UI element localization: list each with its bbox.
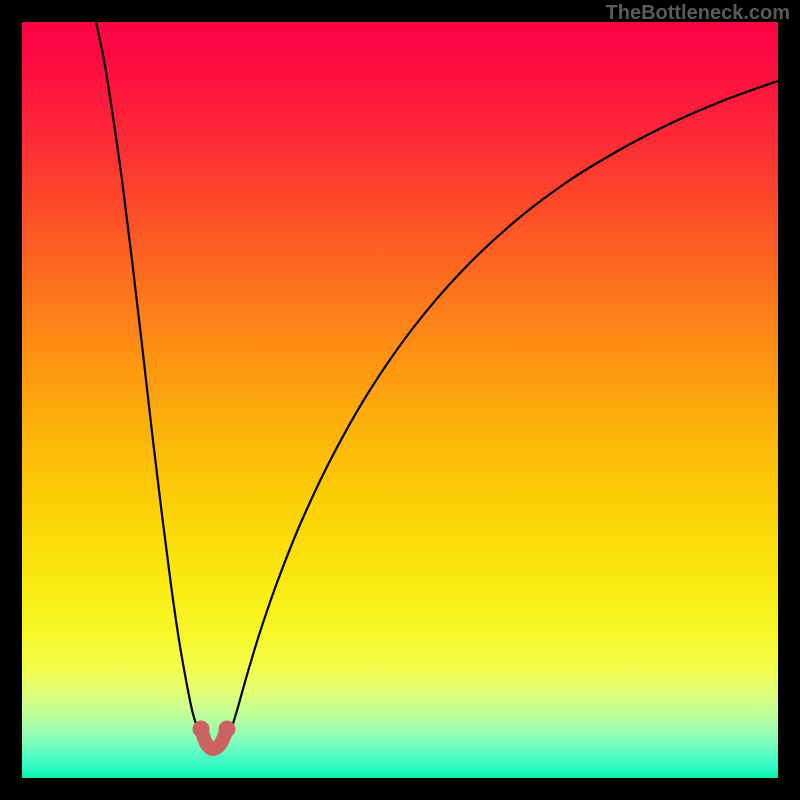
chart-root: TheBottleneck.com: [0, 0, 800, 800]
gradient-background: [22, 22, 778, 778]
watermark-text: TheBottleneck.com: [606, 2, 790, 25]
chart-svg: [0, 0, 800, 800]
